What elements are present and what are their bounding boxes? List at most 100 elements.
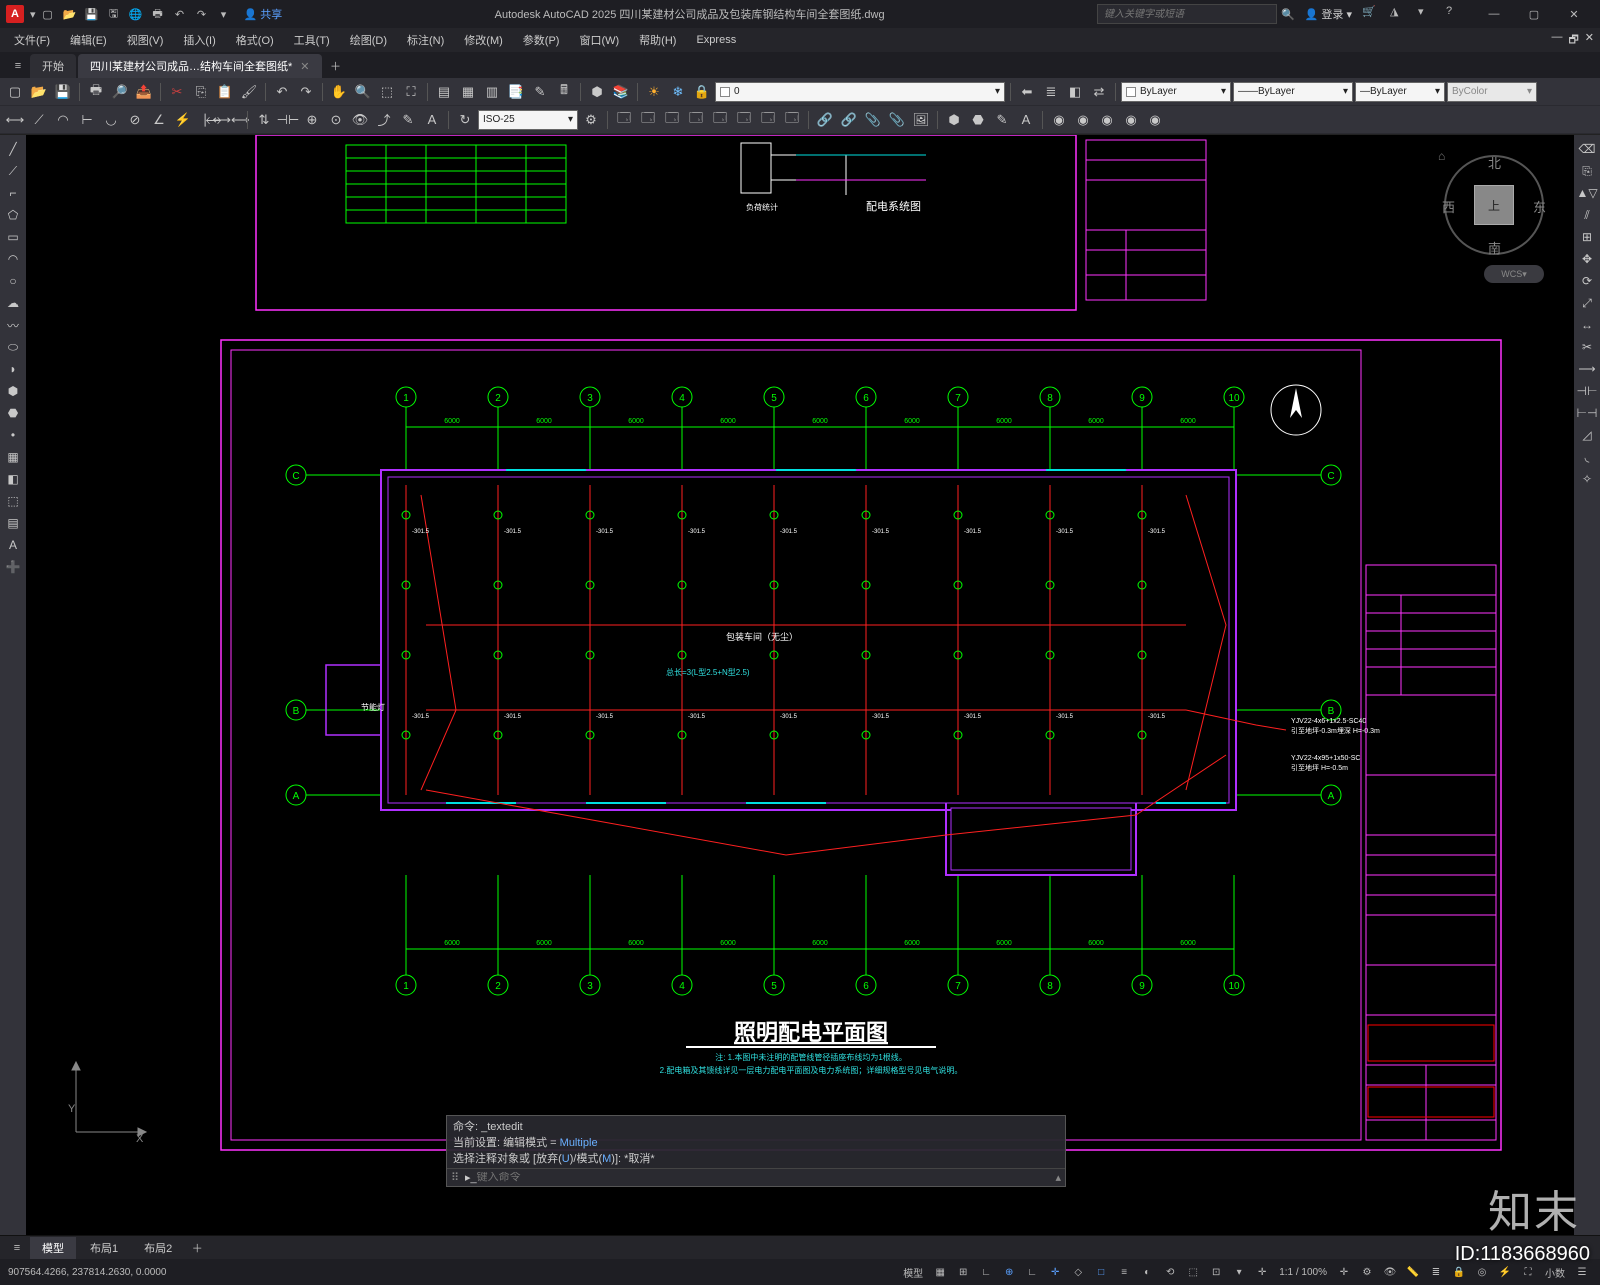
- print-icon[interactable]: 🖶: [85, 81, 107, 103]
- tab-model[interactable]: 模型: [30, 1237, 76, 1259]
- rectangle-icon[interactable]: ▭: [2, 227, 24, 247]
- paste-icon[interactable]: 📋: [214, 81, 236, 103]
- ws4-icon[interactable]: 🗔: [685, 109, 707, 131]
- osnap-toggle-icon[interactable]: □: [1091, 1262, 1111, 1282]
- tab-menu-icon[interactable]: ≡: [6, 54, 30, 78]
- tolerance-icon[interactable]: ⊕: [301, 109, 323, 131]
- mirror-icon[interactable]: ▲▽: [1576, 183, 1598, 203]
- save-doc-icon[interactable]: 💾: [52, 81, 74, 103]
- table-icon[interactable]: ▤: [2, 513, 24, 533]
- minimize-button[interactable]: —: [1474, 0, 1514, 28]
- menu-modify[interactable]: 修改(M): [456, 30, 511, 50]
- sheet-set-icon[interactable]: 📑: [505, 81, 527, 103]
- tab-close-icon[interactable]: ✕: [300, 60, 309, 73]
- region-icon[interactable]: ⬚: [2, 491, 24, 511]
- view4-icon[interactable]: ◉: [1120, 109, 1142, 131]
- addselect-icon[interactable]: ➕: [2, 557, 24, 577]
- tab-document[interactable]: 四川某建材公司成品…结构车间全套图纸*✕: [78, 54, 322, 78]
- pan-icon[interactable]: ✋: [328, 81, 350, 103]
- dim-ordinate-icon[interactable]: ⊢: [76, 109, 98, 131]
- qat-caret[interactable]: ▾: [30, 8, 36, 21]
- dim-edit-icon[interactable]: ✎: [397, 109, 419, 131]
- lwt-toggle-icon[interactable]: ≡: [1114, 1262, 1134, 1282]
- redo2-icon[interactable]: ↷: [295, 81, 317, 103]
- qat-more-icon[interactable]: ▾: [214, 4, 234, 24]
- menu-format[interactable]: 格式(O): [228, 30, 282, 50]
- plot-icon[interactable]: 🖶: [148, 4, 168, 24]
- zoom-icon[interactable]: 🔍: [352, 81, 374, 103]
- polar-toggle-icon[interactable]: ✛: [1045, 1262, 1065, 1282]
- status-model-label[interactable]: 模型: [899, 1265, 927, 1280]
- center-mark-icon[interactable]: ⊙: [325, 109, 347, 131]
- layer-combo[interactable]: 0▾: [715, 82, 1005, 102]
- add-tab-button[interactable]: ＋: [324, 54, 348, 78]
- chamfer-icon[interactable]: ◿: [1576, 425, 1598, 445]
- dim-quick-icon[interactable]: ⚡: [172, 109, 194, 131]
- ws3-icon[interactable]: 🗔: [661, 109, 683, 131]
- freeze-icon[interactable]: ❄: [667, 81, 689, 103]
- break-icon[interactable]: ⊣⊢: [1576, 381, 1598, 401]
- ref4-icon[interactable]: 📎: [886, 109, 908, 131]
- transparency-icon[interactable]: ◐: [1137, 1262, 1157, 1282]
- menu-view[interactable]: 视图(V): [119, 30, 172, 50]
- array-icon[interactable]: ⊞: [1576, 227, 1598, 247]
- zoom-window-icon[interactable]: ⬚: [376, 81, 398, 103]
- dim-break-icon[interactable]: ⊣⊢: [277, 109, 299, 131]
- ws8-icon[interactable]: 🗔: [781, 109, 803, 131]
- trim-icon[interactable]: ✂: [1576, 337, 1598, 357]
- dim-update-icon[interactable]: ↻: [454, 109, 476, 131]
- web-icon[interactable]: 🌐: [126, 4, 146, 24]
- properties-icon[interactable]: ▤: [433, 81, 455, 103]
- command-input-row[interactable]: ⠿ ▸_ ▴: [447, 1169, 1065, 1186]
- status-scale[interactable]: 1:1 / 100%: [1275, 1267, 1331, 1278]
- dim-space-icon[interactable]: ⇅: [253, 109, 275, 131]
- layer-state-icon[interactable]: ≣: [1040, 81, 1062, 103]
- 3dosnap-icon[interactable]: ⬚: [1183, 1262, 1203, 1282]
- view5-icon[interactable]: ◉: [1144, 109, 1166, 131]
- menu-dimension[interactable]: 标注(N): [399, 30, 452, 50]
- design-center-icon[interactable]: ▦: [457, 81, 479, 103]
- color-bylayer-combo[interactable]: ByLayer▾: [1121, 82, 1231, 102]
- ortho-toggle-icon[interactable]: ∟: [1022, 1262, 1042, 1282]
- units-icon[interactable]: 📏: [1403, 1262, 1423, 1282]
- anno-toggle-icon[interactable]: ✛: [1334, 1262, 1354, 1282]
- dimstyle-mgr-icon[interactable]: ⚙: [580, 109, 602, 131]
- open-doc-icon[interactable]: 📂: [28, 81, 50, 103]
- workspace-icon[interactable]: ⚙: [1357, 1262, 1377, 1282]
- cart-icon[interactable]: 🛒: [1362, 5, 1380, 23]
- tab-start[interactable]: 开始: [30, 54, 76, 78]
- snap-toggle-icon[interactable]: ⊞: [953, 1262, 973, 1282]
- match-icon[interactable]: 🖌: [238, 81, 260, 103]
- dim-tedit-icon[interactable]: A: [421, 109, 443, 131]
- menu-express[interactable]: Express: [688, 32, 744, 48]
- command-input[interactable]: [477, 1172, 1052, 1184]
- login-button[interactable]: 👤 登录 ▾: [1305, 6, 1352, 22]
- menu-draw[interactable]: 绘图(D): [342, 30, 395, 50]
- ref3-icon[interactable]: 📎: [862, 109, 884, 131]
- menu-help[interactable]: 帮助(H): [631, 30, 684, 50]
- cut-icon[interactable]: ✂: [166, 81, 188, 103]
- copy2-icon[interactable]: ⎘: [1576, 161, 1598, 181]
- cmdline-recent-icon[interactable]: ▴: [1055, 1171, 1061, 1184]
- ref1-icon[interactable]: 🔗: [814, 109, 836, 131]
- ellipse-arc-icon[interactable]: ◗: [2, 359, 24, 379]
- copy-icon[interactable]: ⎘: [190, 81, 212, 103]
- plotstyle-combo[interactable]: ByColor▾: [1447, 82, 1537, 102]
- close-button[interactable]: ✕: [1554, 0, 1594, 28]
- mtext-icon[interactable]: A: [2, 535, 24, 555]
- menu-tools[interactable]: 工具(T): [286, 30, 338, 50]
- grid-toggle-icon[interactable]: ▦: [930, 1262, 950, 1282]
- preview-icon[interactable]: 🔎: [109, 81, 131, 103]
- edit-block-icon[interactable]: ✎: [991, 109, 1013, 131]
- line-icon[interactable]: ╱: [2, 139, 24, 159]
- menu-insert[interactable]: 插入(I): [175, 30, 223, 50]
- polygon-icon[interactable]: ⬠: [2, 205, 24, 225]
- zoom-extents-icon[interactable]: ⛶: [400, 81, 422, 103]
- undo-icon[interactable]: ↶: [170, 4, 190, 24]
- dim-radius-icon[interactable]: ◡: [100, 109, 122, 131]
- lock-icon[interactable]: 🔒: [691, 81, 713, 103]
- jog-icon[interactable]: ⤴: [373, 109, 395, 131]
- selection-filter-icon[interactable]: ▾: [1229, 1262, 1249, 1282]
- menu-file[interactable]: 文件(F): [6, 30, 58, 50]
- fillet-icon[interactable]: ◟: [1576, 447, 1598, 467]
